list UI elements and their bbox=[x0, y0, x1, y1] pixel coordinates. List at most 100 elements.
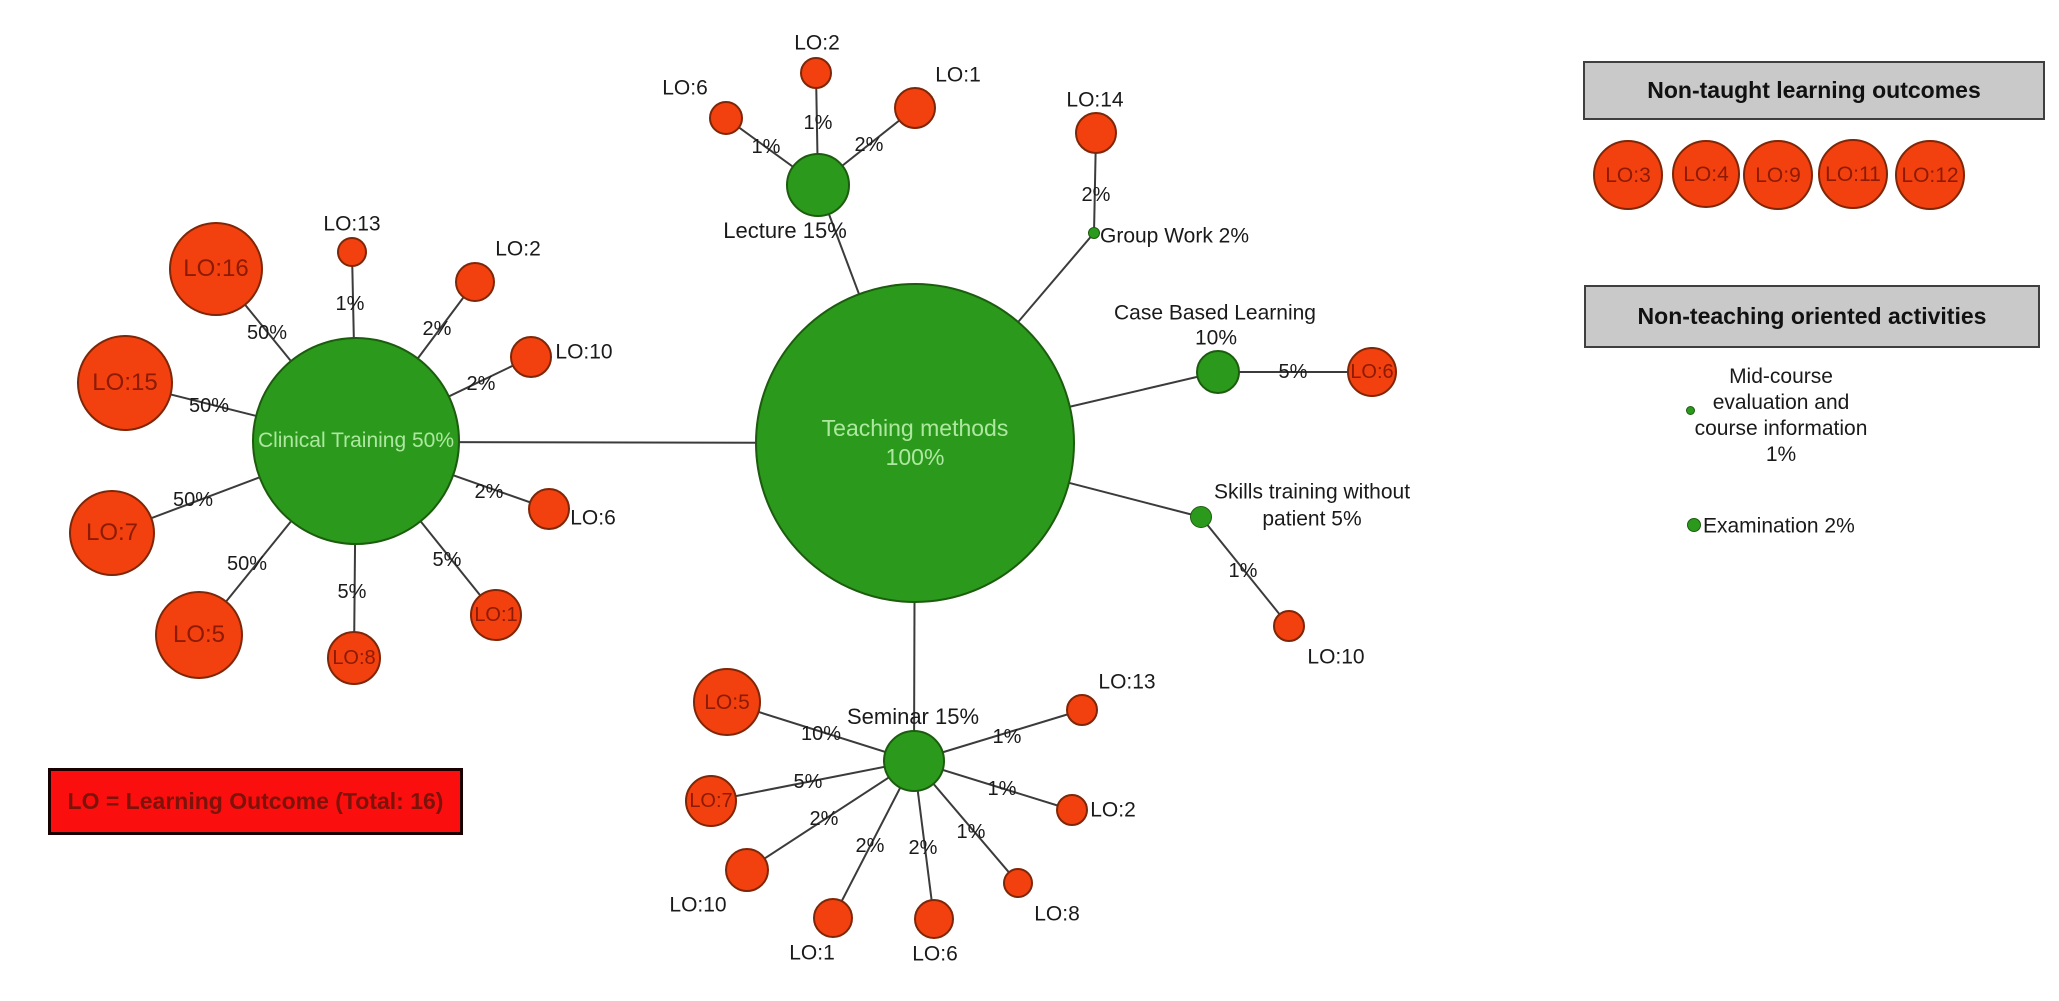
examination-label: Examination 2% bbox=[1703, 514, 1855, 538]
edge-label-clinical-lo6: 2% bbox=[474, 481, 504, 503]
panel-non-taught-header: Non-taught learning outcomes bbox=[1583, 61, 2045, 120]
node-lecture-label: Lecture 15% bbox=[723, 217, 847, 243]
edge-label-seminar-lo1: 2% bbox=[855, 835, 885, 857]
mid-course-line4: 1% bbox=[1765, 443, 1797, 467]
satellite-clinical-lo8: LO:8 bbox=[327, 631, 381, 685]
edge-label-seminar-lo6: 2% bbox=[908, 837, 938, 859]
edge-label-seminar-lo7: 5% bbox=[793, 771, 823, 793]
node-skills-label-line1: Skills training without bbox=[1213, 480, 1411, 504]
edge-label-clinical-lo5: 50% bbox=[226, 553, 268, 575]
satellite-clinical-lo5: LO:5 bbox=[155, 591, 243, 679]
satellite-clinical-lo16: LO:16 bbox=[169, 222, 263, 316]
lo-chip-12: LO:12 bbox=[1895, 140, 1965, 210]
panel-non-taught-title: Non-taught learning outcomes bbox=[1647, 77, 1981, 103]
node-clinical-training-label: Clinical Training 50% bbox=[257, 428, 455, 452]
panel-non-teaching-title: Non-teaching oriented activities bbox=[1637, 303, 1987, 329]
mid-course-dot bbox=[1686, 406, 1695, 415]
satellite-clinical-lo2-label: LO:2 bbox=[495, 237, 541, 261]
satellite-seminar-lo8-label: LO:8 bbox=[1034, 902, 1080, 926]
node-group-work bbox=[1088, 227, 1100, 239]
satellite-seminar-lo6 bbox=[914, 899, 954, 939]
lo-chip-4-label: LO:4 bbox=[1683, 162, 1729, 186]
satellite-lecture-lo6 bbox=[709, 101, 743, 135]
satellite-groupwork-lo14-label: LO:14 bbox=[1066, 88, 1124, 112]
node-seminar-label: Seminar 15% bbox=[846, 703, 980, 729]
lo-chip-12-label: LO:12 bbox=[1901, 163, 1959, 187]
lo-chip-3: LO:3 bbox=[1593, 140, 1663, 210]
edge-label-groupwork-lo14: 2% bbox=[1081, 184, 1111, 206]
satellite-seminar-lo7: LO:7 bbox=[685, 775, 737, 827]
satellite-clinical-lo10 bbox=[510, 336, 552, 378]
mid-course-line1: Mid-course bbox=[1729, 365, 1833, 388]
edge-label-casebased-lo6: 5% bbox=[1278, 361, 1308, 383]
edge-label-clinical-lo1: 5% bbox=[432, 549, 462, 571]
node-clinical-training: Clinical Training 50% bbox=[252, 337, 460, 545]
satellite-clinical-lo8-label: LO:8 bbox=[332, 647, 376, 669]
satellite-clinical-lo10-label: LO:10 bbox=[555, 340, 613, 364]
satellite-clinical-lo13-label: LO:13 bbox=[323, 212, 381, 236]
edge-label-clinical-lo15: 50% bbox=[188, 395, 230, 417]
satellite-clinical-lo15-label: LO:15 bbox=[92, 369, 158, 396]
edge-label-clinical-lo10: 2% bbox=[466, 373, 496, 395]
satellite-groupwork-lo14 bbox=[1075, 112, 1117, 154]
satellite-seminar-lo8 bbox=[1003, 868, 1033, 898]
node-case-based-label-line1: Case Based Learning bbox=[1114, 301, 1316, 325]
edge-label-clinical-lo13: 1% bbox=[335, 293, 365, 315]
satellite-clinical-lo16-label: LO:16 bbox=[183, 255, 249, 282]
lo-chip-11-label: LO:11 bbox=[1825, 162, 1881, 186]
edge-label-clinical-lo7: 50% bbox=[172, 489, 214, 511]
node-teaching-methods-label: Teaching methods 100% bbox=[821, 415, 1009, 470]
satellite-clinical-lo7-label: LO:7 bbox=[85, 519, 139, 546]
satellite-lecture-lo2-label: LO:2 bbox=[794, 31, 840, 55]
node-group-work-label: Group Work 2% bbox=[1100, 224, 1249, 248]
satellite-clinical-lo6 bbox=[528, 488, 570, 530]
node-teaching-methods: Teaching methods 100% bbox=[755, 283, 1075, 603]
edge-label-clinical-lo2: 2% bbox=[422, 318, 452, 340]
edge-label-lecture-lo2: 1% bbox=[803, 112, 833, 134]
node-lecture bbox=[786, 153, 850, 217]
edge-label-seminar-lo13: 1% bbox=[992, 726, 1022, 748]
satellite-clinical-lo5-label: LO:5 bbox=[172, 621, 226, 648]
satellite-casebased-lo6: LO:6 bbox=[1347, 347, 1397, 397]
edge-label-seminar-lo5: 10% bbox=[800, 723, 842, 745]
examination-dot bbox=[1687, 518, 1701, 532]
mid-course-line3: course information bbox=[1694, 417, 1868, 441]
satellite-lecture-lo2 bbox=[800, 57, 832, 89]
lo-chip-11: LO:11 bbox=[1818, 139, 1888, 209]
lo-chip-9: LO:9 bbox=[1743, 140, 1813, 210]
satellite-seminar-lo10 bbox=[725, 848, 769, 892]
edge-label-clinical-lo16: 50% bbox=[246, 322, 288, 344]
satellite-seminar-lo1 bbox=[813, 898, 853, 938]
edge-seminar-lo7 bbox=[710, 760, 915, 802]
satellite-lecture-lo1-label: LO:1 bbox=[935, 63, 981, 87]
node-case-based-learning bbox=[1196, 350, 1240, 394]
satellite-lecture-lo6-label: LO:6 bbox=[662, 76, 708, 100]
satellite-lecture-lo1 bbox=[894, 87, 936, 129]
satellite-skills-lo10 bbox=[1273, 610, 1305, 642]
satellite-seminar-lo2-label: LO:2 bbox=[1090, 798, 1136, 822]
node-seminar bbox=[883, 730, 945, 792]
satellite-seminar-lo7-label: LO:7 bbox=[689, 790, 733, 812]
satellite-seminar-lo5: LO:5 bbox=[693, 668, 761, 736]
edge-label-lecture-lo6: 1% bbox=[751, 136, 781, 158]
lo-chip-4: LO:4 bbox=[1672, 140, 1740, 208]
lo-chip-9-label: LO:9 bbox=[1755, 163, 1801, 187]
legend-text: LO = Learning Outcome (Total: 16) bbox=[67, 788, 444, 814]
satellite-skills-lo10-label: LO:10 bbox=[1307, 645, 1365, 669]
satellite-clinical-lo15: LO:15 bbox=[77, 335, 173, 431]
node-skills-training bbox=[1190, 506, 1212, 528]
satellite-seminar-lo10-label: LO:10 bbox=[669, 893, 727, 917]
satellite-seminar-lo13 bbox=[1066, 694, 1098, 726]
satellite-seminar-lo13-label: LO:13 bbox=[1098, 670, 1156, 694]
edge-label-skills-lo10: 1% bbox=[1228, 560, 1258, 582]
mid-course-text: Mid-course evaluation and course informa… bbox=[1661, 364, 1901, 468]
satellite-clinical-lo7: LO:7 bbox=[69, 490, 155, 576]
node-case-based-label-line2: 10% bbox=[1194, 326, 1238, 350]
satellite-clinical-lo2 bbox=[455, 262, 495, 302]
edge-seminar-lo10 bbox=[746, 760, 915, 871]
edge-label-lecture-lo1: 2% bbox=[854, 134, 884, 156]
satellite-clinical-lo1-label: LO:1 bbox=[474, 604, 518, 626]
satellite-clinical-lo13 bbox=[337, 237, 367, 267]
edge-label-seminar-lo8: 1% bbox=[956, 821, 986, 843]
